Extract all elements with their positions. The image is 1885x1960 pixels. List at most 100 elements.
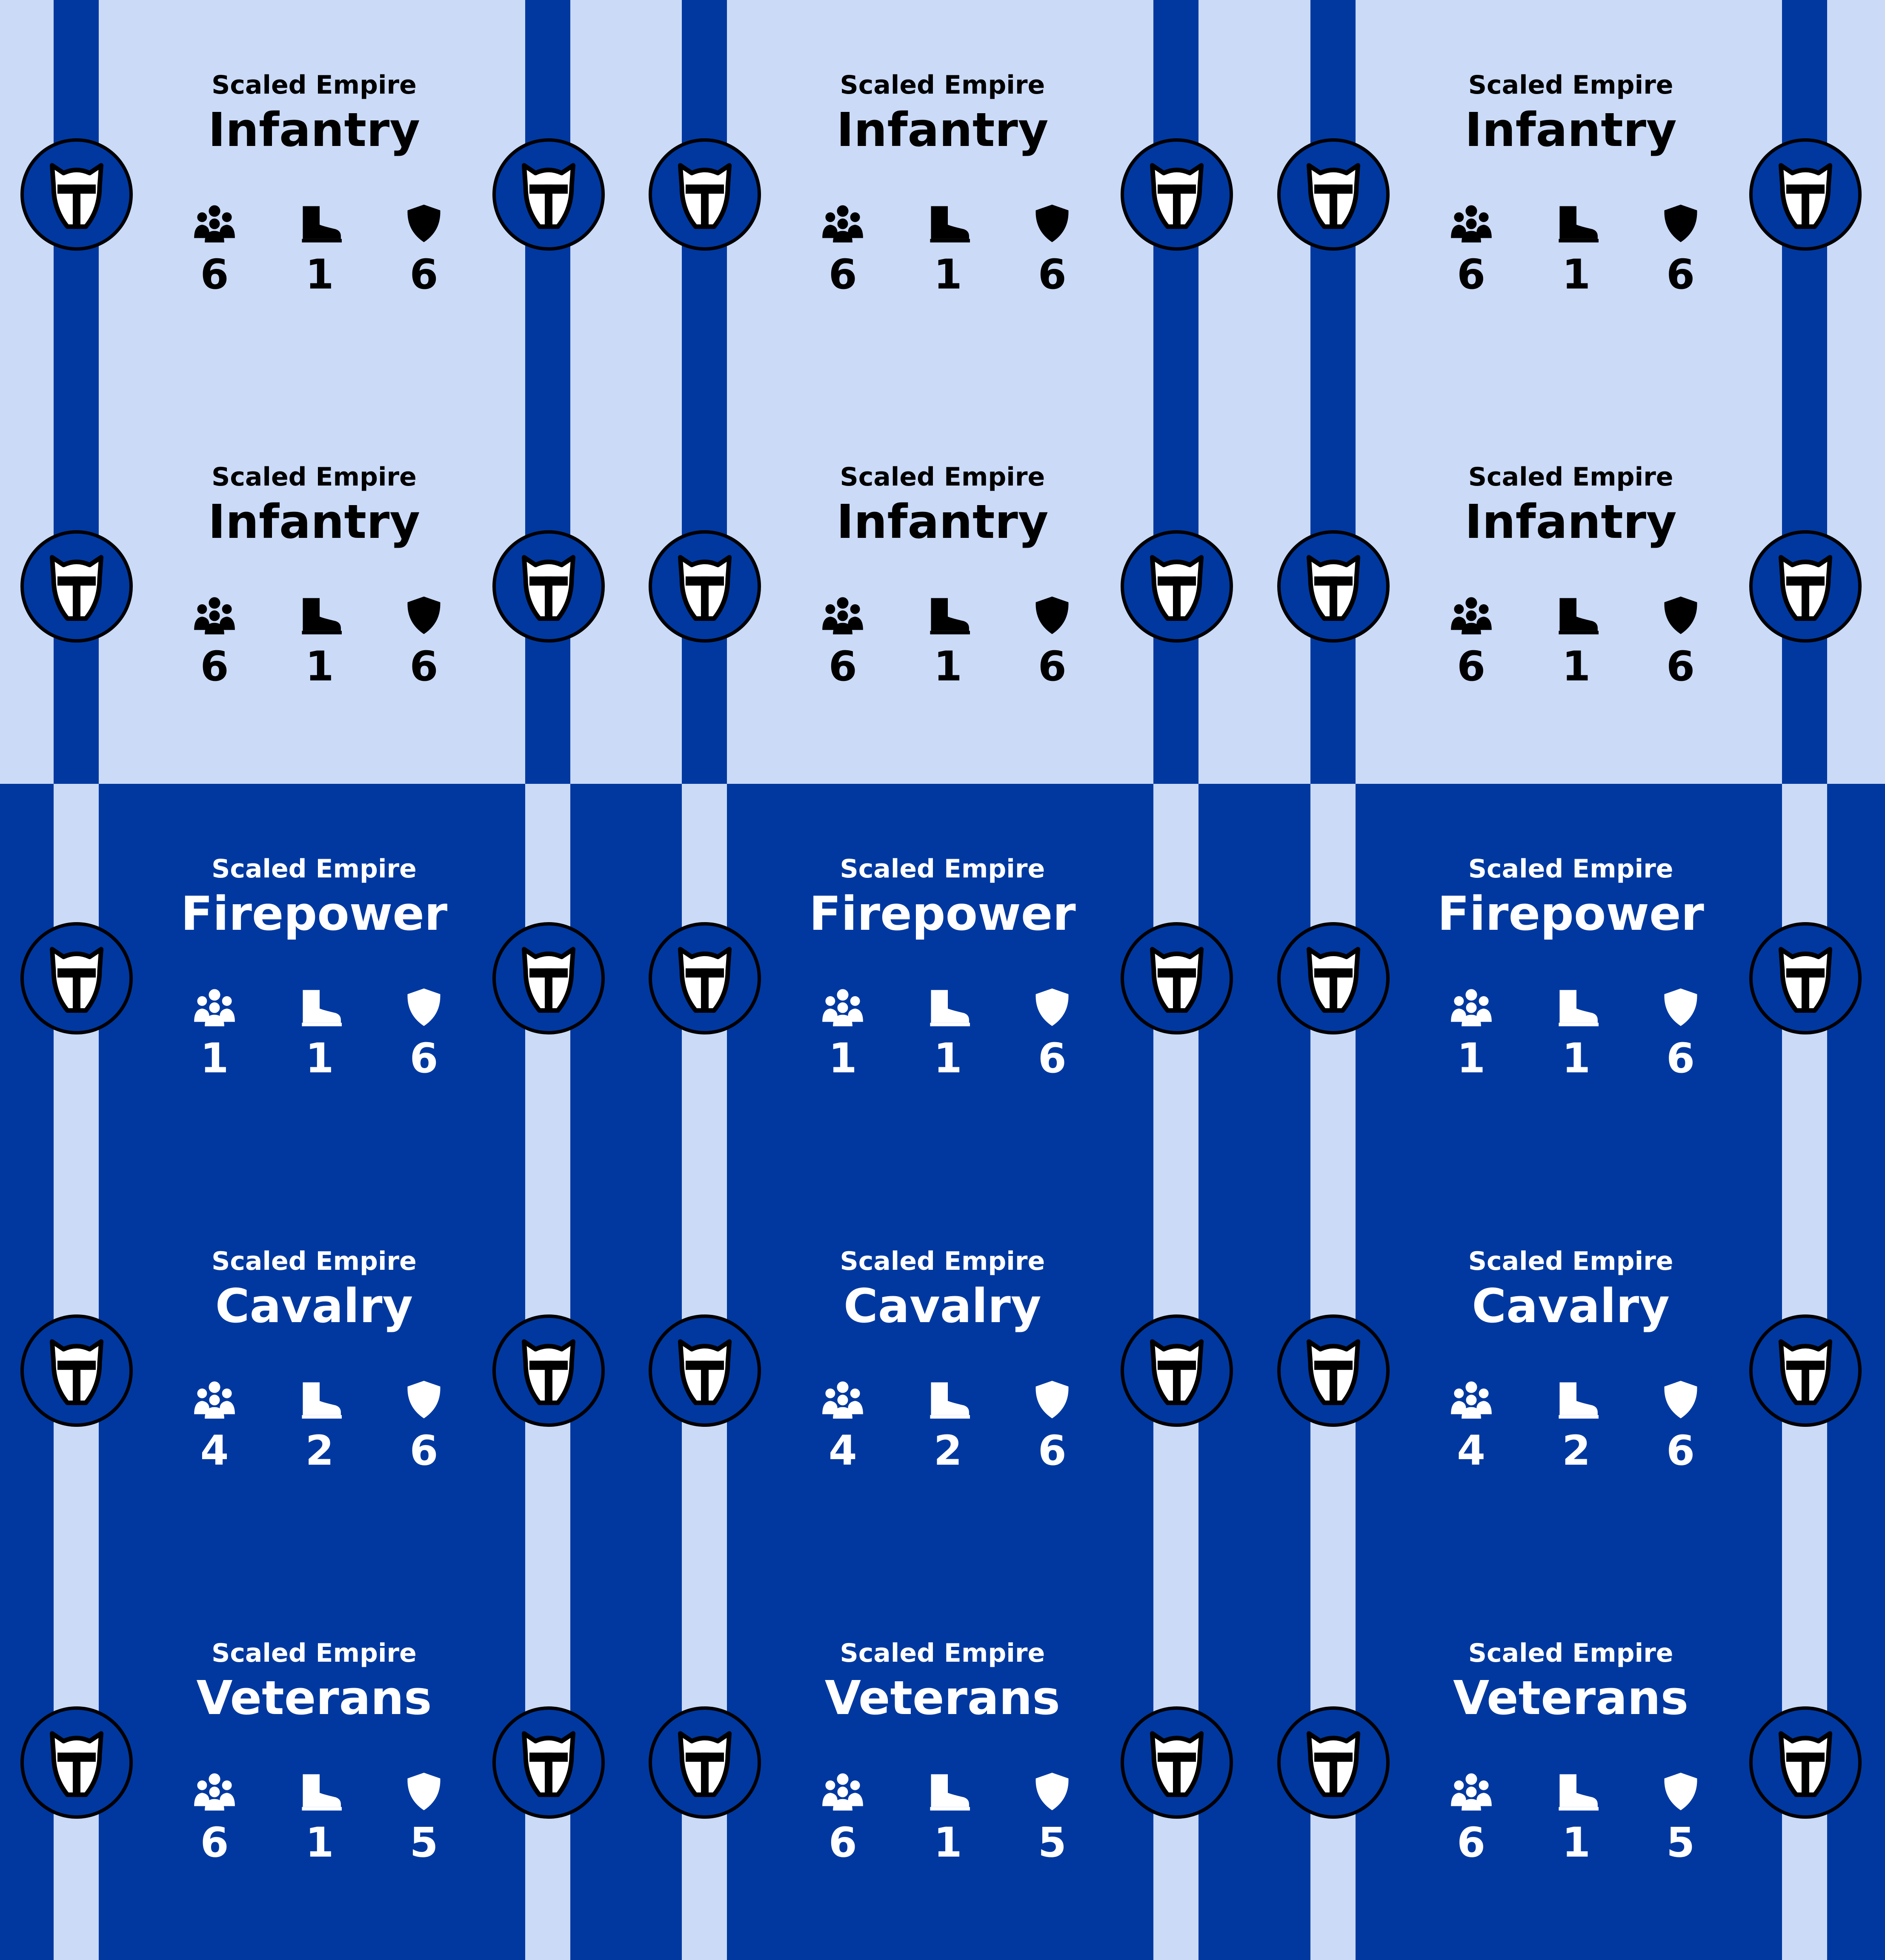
- faction-name: Scaled Empire: [1468, 70, 1673, 100]
- unit-card[interactable]: Scaled Empire Infantry 6: [628, 0, 1257, 392]
- troops-icon: [1450, 989, 1492, 1027]
- stat-movement-value: 1: [305, 251, 334, 298]
- horned-helmet-icon: [522, 1731, 575, 1797]
- faction-medal-left: [20, 922, 133, 1035]
- stat-troops-value: 6: [828, 1818, 857, 1866]
- unit-card[interactable]: Scaled Empire Cavalry 4: [1256, 1176, 1885, 1568]
- faction-medal-left: [649, 1314, 761, 1427]
- unit-type: Veterans: [1453, 1670, 1689, 1725]
- faction-medal-right: [492, 1706, 605, 1819]
- stat-movement: 1: [283, 984, 356, 1084]
- troops-icon: [822, 1773, 864, 1811]
- stat-troops: 1: [1435, 984, 1507, 1084]
- stat-defense-value: 6: [409, 251, 438, 298]
- stat-defense-value: 6: [1038, 1034, 1067, 1083]
- unit-card[interactable]: Scaled Empire Veterans 6: [0, 1568, 629, 1960]
- stat-movement-value: 1: [1562, 643, 1591, 691]
- faction-medal-left: [20, 138, 133, 251]
- unit-card[interactable]: Scaled Empire Cavalry 4: [0, 1176, 629, 1568]
- horned-helmet-icon: [50, 1731, 103, 1797]
- stat-troops: 6: [1435, 200, 1507, 300]
- horned-helmet-icon: [678, 163, 732, 229]
- faction-medal-right: [1749, 922, 1862, 1035]
- unit-card[interactable]: Scaled Empire Cavalry 4: [628, 1176, 1257, 1568]
- unit-type: Cavalry: [215, 1278, 413, 1333]
- horned-helmet-icon: [678, 1339, 732, 1405]
- stat-troops-value: 4: [1457, 1426, 1486, 1474]
- unit-type: Veterans: [824, 1670, 1060, 1725]
- troops-icon: [1450, 205, 1492, 243]
- stat-troops-value: 1: [1457, 1034, 1486, 1083]
- unit-card[interactable]: Scaled Empire Infantry 6: [1256, 0, 1885, 392]
- faction-name: Scaled Empire: [212, 462, 417, 492]
- faction-medal-right: [492, 1314, 605, 1427]
- faction-medal-right: [492, 530, 605, 643]
- boot-icon: [930, 1774, 970, 1811]
- horned-helmet-icon: [678, 1731, 732, 1797]
- unit-card[interactable]: Scaled Empire Infantry 6: [628, 392, 1257, 784]
- unit-card[interactable]: Scaled Empire Veterans 6: [628, 1568, 1257, 1960]
- stat-defense: 6: [388, 200, 460, 300]
- stat-movement-value: 1: [1562, 1034, 1591, 1083]
- unit-card[interactable]: Scaled Empire Veterans 6: [1256, 1568, 1885, 1960]
- shield-icon: [1664, 204, 1697, 243]
- stat-defense: 6: [1016, 592, 1088, 692]
- shield-icon: [407, 1772, 441, 1810]
- boot-icon: [930, 990, 970, 1027]
- stat-troops: 6: [1435, 592, 1507, 692]
- unit-card[interactable]: Scaled Empire Infantry 6: [0, 0, 629, 392]
- stat-troops: 6: [178, 592, 251, 692]
- stat-defense: 5: [388, 1768, 460, 1868]
- horned-helmet-icon: [1150, 163, 1204, 229]
- stat-movement-value: 1: [1562, 251, 1591, 298]
- unit-card[interactable]: Scaled Empire Infantry 6: [1256, 392, 1885, 784]
- stat-troops: 4: [807, 1376, 879, 1476]
- faction-name: Scaled Empire: [1468, 1638, 1673, 1668]
- stat-movement: 1: [283, 592, 356, 692]
- unit-card[interactable]: Scaled Empire Firepower 1: [0, 784, 629, 1176]
- stat-defense-value: 6: [1666, 1034, 1695, 1083]
- unit-card[interactable]: Scaled Empire Infantry 6: [0, 392, 629, 784]
- stat-defense: 6: [388, 984, 460, 1084]
- boot-icon: [930, 206, 970, 243]
- stat-movement-value: 1: [1562, 1818, 1591, 1866]
- faction-name: Scaled Empire: [840, 462, 1045, 492]
- troops-icon: [822, 597, 864, 634]
- unit-type: Infantry: [836, 103, 1049, 157]
- boot-icon: [302, 1774, 342, 1811]
- horned-helmet-icon: [1306, 947, 1360, 1013]
- faction-name: Scaled Empire: [1468, 854, 1673, 884]
- stat-defense-value: 6: [1666, 643, 1695, 691]
- boot-icon: [1559, 990, 1599, 1027]
- boot-icon: [302, 206, 342, 243]
- unit-card[interactable]: Scaled Empire Firepower 1: [628, 784, 1257, 1176]
- stat-movement: 1: [912, 592, 984, 692]
- unit-card[interactable]: Scaled Empire Firepower 1: [1256, 784, 1885, 1176]
- faction-medal-right: [1749, 138, 1862, 251]
- stat-movement-value: 1: [305, 1818, 334, 1866]
- shield-icon: [407, 597, 441, 634]
- troops-icon: [1450, 1381, 1492, 1419]
- horned-helmet-icon: [1150, 947, 1204, 1013]
- stat-troops: 1: [178, 984, 251, 1084]
- faction-medal-right: [1121, 138, 1233, 251]
- faction-medal-left: [649, 1706, 761, 1819]
- horned-helmet-icon: [1306, 1339, 1360, 1405]
- stat-defense: 5: [1645, 1768, 1717, 1868]
- boot-icon: [302, 990, 342, 1027]
- stat-movement: 2: [1540, 1376, 1613, 1476]
- boot-icon: [930, 1382, 970, 1419]
- stat-movement-value: 1: [305, 1034, 334, 1083]
- stat-defense-value: 6: [409, 1426, 438, 1474]
- boot-icon: [1559, 206, 1599, 243]
- stat-defense: 6: [1016, 1376, 1088, 1476]
- boot-icon: [302, 1382, 342, 1419]
- stat-troops-value: 6: [828, 251, 857, 298]
- faction-name: Scaled Empire: [212, 1638, 417, 1668]
- horned-helmet-icon: [50, 163, 103, 229]
- shield-icon: [1664, 1772, 1697, 1810]
- unit-type: Firepower: [809, 886, 1076, 941]
- faction-medal-left: [20, 1706, 133, 1819]
- horned-helmet-icon: [1150, 1339, 1204, 1405]
